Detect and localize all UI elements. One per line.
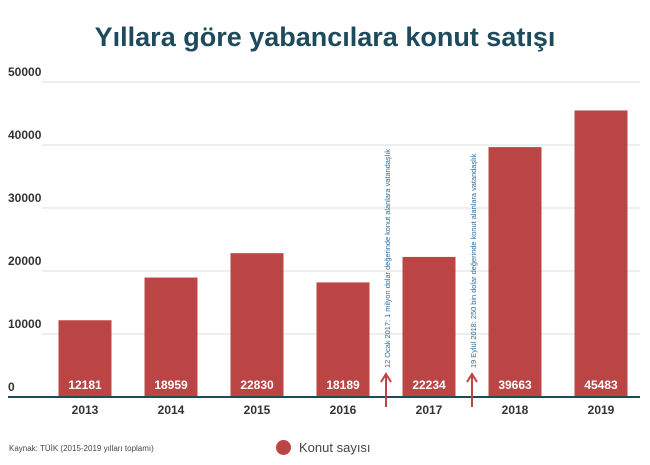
- bar: [574, 110, 628, 398]
- annotation-arrowhead: [380, 372, 392, 383]
- data-label: 22830: [240, 378, 274, 392]
- bar: [488, 147, 542, 397]
- annotation-arrowhead: [466, 372, 478, 383]
- y-tick-label: 0: [8, 380, 15, 394]
- legend-swatch: [276, 440, 291, 455]
- y-tick-label: 30000: [8, 191, 42, 205]
- source-note: Kaynak: TÜİK (2015-2019 yılları toplamı): [9, 444, 154, 453]
- data-label: 18959: [154, 378, 188, 392]
- bar: [316, 282, 370, 397]
- bar: [230, 253, 284, 397]
- x-tick-label: 2019: [588, 403, 615, 417]
- bar: [402, 256, 456, 397]
- bar: [144, 277, 198, 397]
- x-tick-label: 2015: [244, 403, 271, 417]
- annotation-text: 19 Eylül 2018: 250 bin dolar değerinde k…: [469, 153, 478, 368]
- annotation-text: 12 Ocak 2017: 1 milyon dolar değerinde k…: [383, 149, 392, 368]
- legend-label: Konut sayısı: [299, 440, 371, 455]
- data-label: 12181: [68, 378, 102, 392]
- legend: Konut sayısı: [276, 440, 371, 455]
- data-label: 18189: [326, 378, 360, 392]
- x-tick-label: 2018: [502, 403, 529, 417]
- x-tick-label: 2017: [416, 403, 443, 417]
- x-tick-label: 2013: [72, 403, 99, 417]
- data-label: 45483: [584, 378, 618, 392]
- data-label: 39663: [498, 378, 532, 392]
- bar: [58, 320, 112, 397]
- x-tick-label: 2016: [330, 403, 357, 417]
- data-label: 22234: [412, 378, 446, 392]
- x-tick-label: 2014: [158, 403, 185, 417]
- y-tick-label: 40000: [8, 128, 42, 142]
- chart-title: Yıllara göre yabancılara konut satışı: [94, 22, 556, 52]
- y-tick-label: 50000: [8, 65, 42, 79]
- y-tick-label: 10000: [8, 317, 42, 331]
- y-tick-label: 20000: [8, 254, 42, 268]
